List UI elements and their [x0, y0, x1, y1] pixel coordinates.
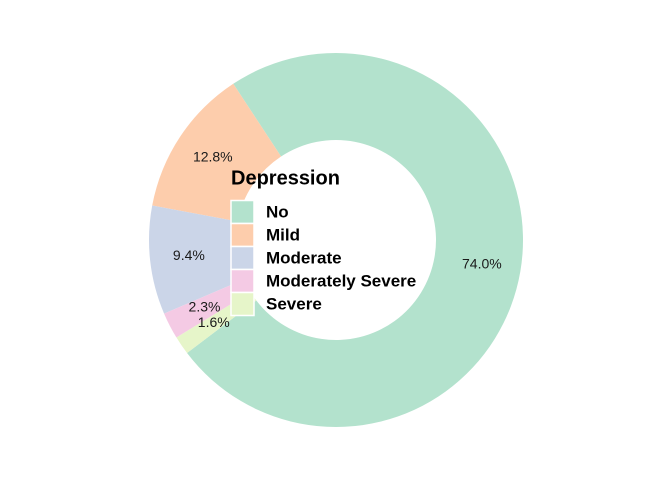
value-label: 2.3%	[189, 299, 221, 315]
legend-key	[230, 245, 255, 271]
value-label: 9.4%	[173, 247, 205, 263]
value-label: 1.6%	[198, 314, 230, 330]
slice	[187, 53, 524, 427]
legend-key	[230, 291, 255, 317]
slice	[152, 83, 282, 222]
legend-key	[230, 222, 255, 248]
legend-key	[230, 199, 255, 225]
slice	[149, 205, 245, 314]
slice	[164, 279, 251, 338]
legend-title: Depression	[231, 167, 340, 189]
legend-label: Mild	[266, 225, 300, 244]
legend-key	[230, 268, 255, 294]
value-label: 74.0%	[462, 256, 502, 272]
legend-label: Severe	[266, 294, 322, 313]
legend-label: No	[266, 202, 289, 221]
legend-label: Moderate	[266, 248, 342, 267]
legend-label: Moderately Severe	[266, 271, 416, 290]
value-label: 12.8%	[193, 149, 233, 165]
